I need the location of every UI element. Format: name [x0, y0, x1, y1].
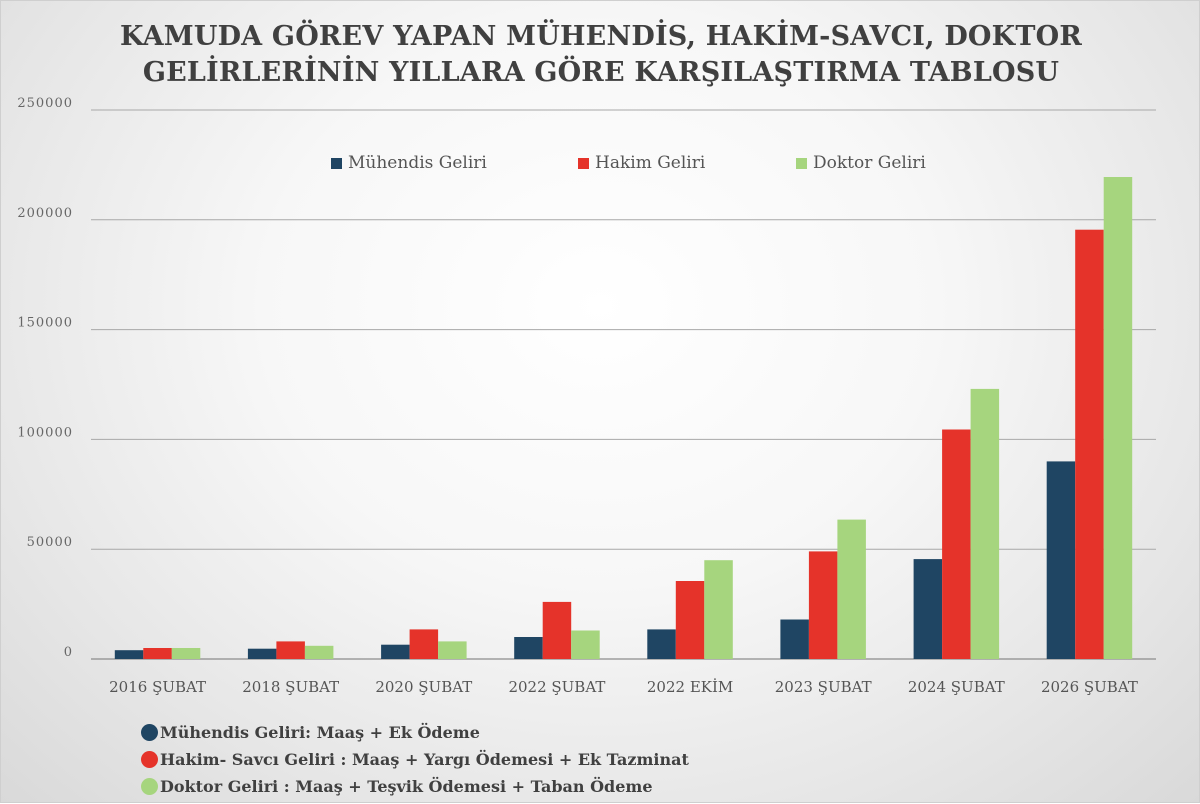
note-judge-text: Hakim- Savcı Geliri : Maaş + Yargı Ödeme…: [160, 750, 689, 769]
legend-label: Mühendis Geliri: [348, 153, 487, 173]
bar: [704, 560, 733, 659]
legend-label: Hakim Geliri: [595, 153, 706, 173]
bar: [808, 551, 838, 659]
legend-label: Doktor Geliri: [813, 153, 926, 173]
x-tick-label: 2024 ŞUBAT: [908, 678, 1005, 696]
bar: [381, 644, 410, 659]
income-definitions: Mühendis Geliri: Maaş + Ek Ödeme Hakim- …: [141, 719, 689, 800]
bar: [304, 645, 334, 659]
bars: [114, 177, 1133, 659]
note-doctor-dot-icon: [141, 778, 158, 795]
x-tick-label: 2026 ŞUBAT: [1041, 678, 1138, 696]
y-tick-label: 200000: [17, 206, 73, 221]
x-tick-label: 2023 ŞUBAT: [775, 678, 872, 696]
bar: [514, 637, 543, 659]
y-tick-label: 150000: [17, 316, 73, 331]
note-engineer-text: Mühendis Geliri: Maaş + Ek Ödeme: [160, 723, 480, 742]
bar: [647, 629, 676, 659]
x-tick-label: 2018 ŞUBAT: [242, 678, 339, 696]
note-judge: Hakim- Savcı Geliri : Maaş + Yargı Ödeme…: [141, 746, 689, 773]
note-doctor: Doktor Geliri : Maaş + Teşvik Ödemesi + …: [141, 773, 689, 800]
legend-swatch-icon: [796, 158, 807, 169]
bar: [1046, 461, 1076, 659]
bar: [114, 650, 144, 659]
y-axis-ticks: 0 50000 100000 150000 200000 250000: [17, 96, 73, 660]
bar: [675, 581, 705, 659]
chart-title-line-1: KAMUDA GÖREV YAPAN MÜHENDİS, HAKİM-SAVCI…: [120, 21, 1082, 52]
bar: [276, 641, 305, 659]
series-1: [143, 229, 1104, 659]
note-engineer-dot-icon: [141, 724, 158, 741]
bar: [409, 629, 439, 659]
bar: [571, 630, 600, 659]
bar: [780, 619, 809, 659]
y-tick-label: 250000: [17, 96, 73, 111]
bar: [942, 429, 971, 659]
note-doctor-text: Doktor Geliri : Maaş + Teşvik Ödemesi + …: [160, 777, 653, 796]
bar: [837, 519, 866, 659]
bar: [913, 559, 943, 659]
y-tick-label: 100000: [17, 425, 73, 440]
x-axis-ticks: 2016 ŞUBAT 2018 ŞUBAT 2020 ŞUBAT 2022 ŞUBAT…: [109, 678, 1138, 696]
bar: [970, 388, 1000, 659]
bar: [143, 648, 172, 659]
legend-swatch-icon: [578, 158, 589, 169]
chart-title-line-2: GELİRLERİNİN YILLARA GÖRE KARŞILAŞTIRMA …: [142, 57, 1060, 88]
bar: [1075, 229, 1104, 659]
bar: [247, 648, 277, 659]
note-judge-dot-icon: [141, 751, 158, 768]
x-tick-label: 2022 ŞUBAT: [508, 678, 605, 696]
x-tick-label: 2022 EKİM: [647, 678, 733, 696]
bar: [438, 641, 467, 659]
chart-title: KAMUDA GÖREV YAPAN MÜHENDİS, HAKİM-SAVCI…: [1, 19, 1200, 91]
bar: [542, 601, 572, 659]
series-0: [114, 461, 1076, 659]
legend-swatch-icon: [331, 158, 342, 169]
x-tick-label: 2020 ŞUBAT: [375, 678, 472, 696]
x-tick-label: 2016 ŞUBAT: [109, 678, 206, 696]
legend: Mühendis Geliri Hakim Geliri Doktor Geliri: [331, 153, 926, 173]
bar: [171, 648, 201, 659]
y-tick-label: 0: [64, 645, 73, 660]
y-tick-label: 50000: [27, 535, 73, 550]
note-engineer: Mühendis Geliri: Maaş + Ek Ödeme: [141, 719, 689, 746]
series-2: [171, 177, 1133, 659]
bar: [1103, 177, 1133, 659]
